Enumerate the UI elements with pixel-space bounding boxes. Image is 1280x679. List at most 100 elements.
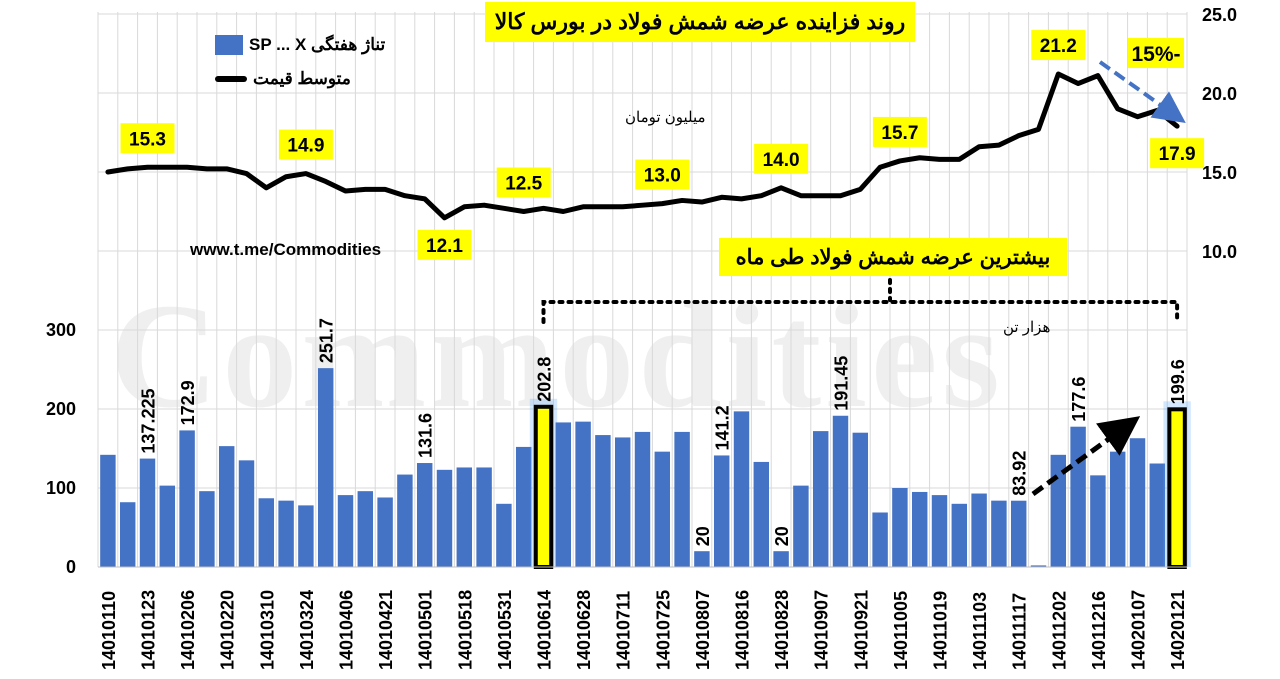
right-axis-tick-label: 10.0: [1202, 242, 1237, 262]
x-tick-label: 14011103: [970, 592, 990, 670]
legend: تناژ هفتگی SP ... X متوسط قیمت: [215, 28, 385, 96]
bar-data-label: 177.6: [1069, 377, 1089, 422]
x-tick-label: 14011005: [891, 591, 911, 670]
legend-item-bars: تناژ هفتگی SP ... X: [215, 28, 385, 62]
bar-highlighted: [533, 404, 554, 569]
x-tick-label: 14010828: [772, 590, 792, 670]
x-tick-label: 14010628: [574, 590, 594, 670]
uptrend-arrow-icon: [1031, 416, 1141, 497]
bar-data-label: 20: [772, 526, 792, 546]
legend-bar-label: تناژ هفتگی SP ... X: [249, 35, 386, 54]
x-tick-label: 14010816: [733, 590, 753, 670]
x-tick-label: 14010531: [495, 590, 515, 670]
line-data-label: 15.3: [129, 129, 166, 150]
x-tick-label: 14010310: [257, 590, 277, 670]
line-data-label: 12.1: [426, 236, 463, 257]
bar: [713, 455, 730, 567]
x-tick-label: 14010206: [178, 590, 198, 670]
line-data-label: 13.0: [644, 166, 681, 187]
line-label-box: [120, 123, 175, 154]
bar: [674, 431, 690, 567]
bar-data-label: 251.7: [317, 318, 337, 363]
line-label-box: [1150, 138, 1205, 169]
line-swatch-icon: [215, 76, 247, 82]
line-label-box: [496, 167, 551, 198]
left-axis-tick-label: 300: [46, 320, 76, 340]
bar: [753, 461, 770, 567]
line-label-box: [417, 229, 472, 260]
x-tick-label: 14010711: [614, 591, 634, 670]
chart-title: روند فزاینده عرضه شمش فولاد در بورس کالا: [485, 2, 915, 42]
bar: [199, 491, 215, 567]
x-tick-label: 14010921: [851, 590, 871, 670]
bar: [436, 469, 453, 567]
x-tick-label: 14010421: [376, 590, 396, 670]
price-unit-label: میلیون تومان: [625, 109, 706, 126]
x-tick-label: 14011202: [1049, 591, 1069, 670]
x-tick-label: 14010123: [139, 590, 159, 670]
left-axis-tick-label: 0: [66, 557, 76, 577]
bar: [872, 512, 888, 567]
bar: [951, 503, 968, 567]
bar: [298, 505, 314, 567]
left-axis-tick-label: 100: [46, 478, 76, 498]
line-label-box: [872, 116, 927, 147]
x-tick-label: 14011117: [1010, 593, 1030, 670]
bar: [1129, 438, 1146, 567]
x-tick-label: 14020107: [1129, 590, 1149, 670]
bar: [416, 463, 433, 567]
bar: [931, 495, 948, 567]
right-axis-tick-label: 25.0: [1202, 5, 1237, 25]
bar-data-label: 202.8: [535, 357, 555, 402]
bar: [832, 415, 849, 567]
chart-subtitle: بیشترین عرضه شمش فولاد طی ماه: [719, 238, 1067, 276]
change-label-box: [1128, 38, 1184, 68]
left-axis-tick-label: 200: [46, 399, 76, 419]
bar: [555, 422, 572, 567]
bar: [991, 500, 1007, 567]
bar: [119, 502, 136, 567]
bar: [614, 437, 631, 567]
bar: [733, 411, 750, 567]
bar-data-label: 199.6: [1168, 359, 1188, 404]
bar: [397, 474, 413, 567]
x-tick-label: 14011019: [931, 591, 951, 670]
bar-swatch-icon: [215, 35, 243, 55]
bracket-connector: [541, 300, 1180, 324]
line-label-box: [635, 159, 690, 190]
x-tick-label: 14010324: [297, 590, 317, 670]
price-line-series: [105, 71, 1180, 221]
bar: [1050, 454, 1067, 567]
right-axis-tick-label: 20.0: [1202, 84, 1237, 104]
legend-item-line: متوسط قیمت: [215, 62, 385, 96]
bar-data-label: 137.225: [139, 389, 159, 454]
bar: [357, 491, 374, 567]
bar: [793, 485, 809, 567]
bar: [258, 498, 275, 567]
bar: [694, 551, 710, 567]
line-data-label: 21.2: [1040, 36, 1077, 57]
right-axis-tick-label: 15.0: [1202, 163, 1237, 183]
x-tick-label: 14010725: [653, 590, 673, 670]
bar: [654, 451, 671, 567]
bar: [179, 430, 195, 567]
x-tick-label: 14010406: [337, 590, 357, 670]
bar: [456, 467, 473, 567]
x-tick-label: 14011216: [1089, 591, 1109, 670]
bar: [1070, 426, 1086, 567]
line-data-label: 12.5: [505, 174, 542, 195]
bar: [337, 495, 354, 567]
bar: [218, 446, 235, 567]
bar: [892, 488, 908, 567]
bar: [100, 454, 116, 567]
change-label: -15%: [1131, 43, 1180, 66]
bar: [1090, 475, 1106, 567]
bar: [812, 431, 829, 567]
bar-data-label: 131.6: [416, 413, 436, 458]
line-data-label: 17.9: [1159, 144, 1196, 165]
bar: [476, 467, 492, 567]
bar: [634, 431, 651, 567]
x-tick-label: 14010807: [693, 590, 713, 670]
line-data-label: 14.9: [287, 136, 324, 157]
